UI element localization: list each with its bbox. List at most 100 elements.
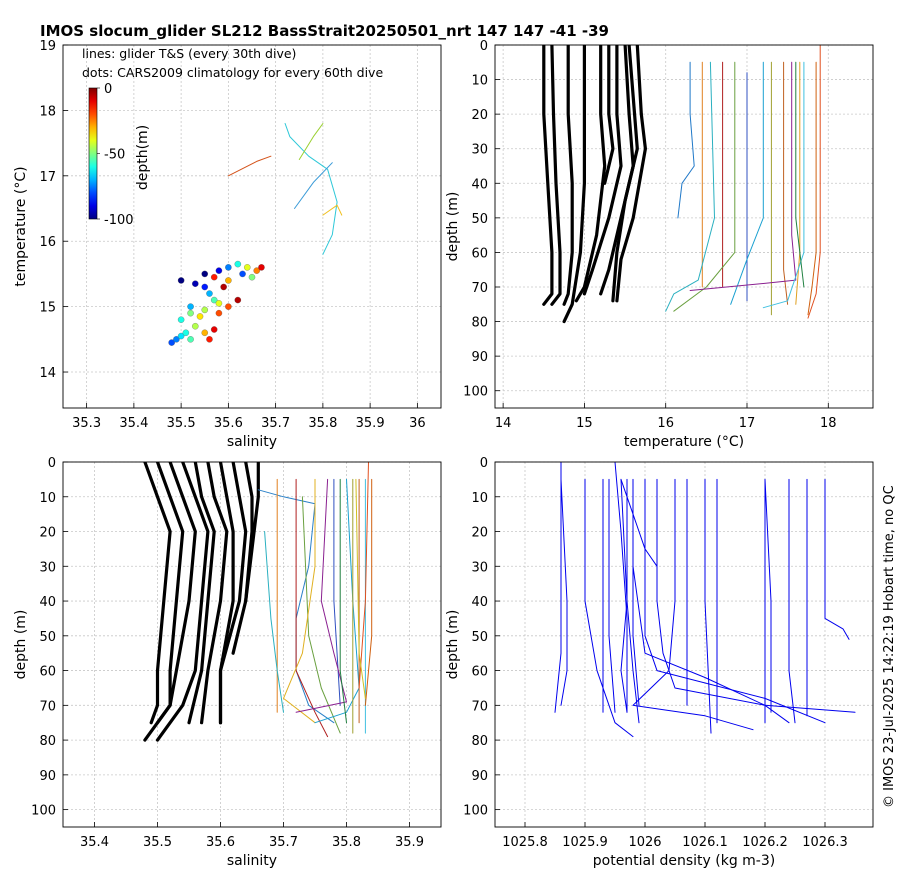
profile-line <box>143 462 197 742</box>
profile-line <box>603 45 615 185</box>
climatology-dot <box>187 336 194 343</box>
profile-line <box>689 61 797 291</box>
y-tick-label: 40 <box>39 595 56 610</box>
profile-line <box>143 462 172 725</box>
profile-line <box>550 45 562 306</box>
profile-line <box>795 61 805 288</box>
profile-line <box>227 155 272 177</box>
y-tick-label: 30 <box>471 143 488 158</box>
y-tick-label: 80 <box>39 734 56 749</box>
plot-area <box>554 462 856 738</box>
y-tick-label: 19 <box>39 39 56 54</box>
plot-area <box>143 462 373 742</box>
y-tick-label: 60 <box>471 665 488 680</box>
profile-line <box>562 45 587 324</box>
y-tick-label: 90 <box>471 350 488 365</box>
profile-line <box>632 496 640 706</box>
x-tick-label: 35.3 <box>72 416 101 431</box>
x-tick-label: 35.7 <box>261 416 290 431</box>
profile-line <box>807 61 817 316</box>
colorbar-label: depth(m) <box>135 125 151 190</box>
climatology-dot <box>182 329 190 337</box>
plot-area <box>168 123 343 346</box>
page-title: IMOS slocum_glider SL212 BassStrait20250… <box>40 22 609 40</box>
climatology-dot <box>225 264 232 271</box>
axes-frame <box>494 44 874 409</box>
profile-line <box>644 478 826 724</box>
y-tick-label: 70 <box>471 699 488 714</box>
climatology-dot <box>173 336 180 343</box>
y-tick-label: 50 <box>471 630 488 645</box>
y-tick-label: 100 <box>463 385 488 400</box>
profile-line <box>364 478 373 706</box>
profile-line <box>231 462 254 655</box>
x-tick-label: 1025.9 <box>562 835 608 850</box>
x-tick-label: 1026.1 <box>682 835 728 850</box>
y-tick-label: 10 <box>471 74 488 89</box>
profile-line <box>608 478 616 713</box>
y-tick-label: 40 <box>471 177 488 192</box>
profile-line <box>783 61 789 305</box>
profile-line <box>584 478 634 738</box>
profile-line <box>333 478 341 706</box>
x-tick-label: 35.5 <box>143 835 172 850</box>
chart-top-right: 14 15 16 17 18 0 10 20 30 40 50 60 70 80 90 100 temperat… <box>445 39 874 450</box>
axes-frame <box>494 461 874 828</box>
y-tick-label: 0 <box>480 39 488 54</box>
profile-line <box>764 478 772 713</box>
profile-line <box>632 478 754 731</box>
x-tick-label: 1025.8 <box>502 835 548 850</box>
y-tick-label: 10 <box>471 491 488 506</box>
profile-line <box>264 531 284 713</box>
profile-line <box>562 45 574 306</box>
profile-line <box>611 45 639 303</box>
climatology-dot <box>206 290 213 297</box>
climatology-dot <box>215 300 223 307</box>
y-tick-label: 100 <box>463 804 488 819</box>
profile-line <box>257 489 335 724</box>
chart-bottom-right: 1025.8 1025.9 1026 1026.1 1026.2 1026.3 0 10 20 3… <box>445 456 874 869</box>
y-tick-label: 50 <box>471 212 488 227</box>
x-tick-label: 35.5 <box>167 416 196 431</box>
y-axis-label: depth (m) <box>445 192 461 262</box>
climatology-dot <box>220 283 227 291</box>
y-tick-label: 90 <box>39 769 56 784</box>
colorbar-tick-label: 0 <box>104 82 112 97</box>
climatology-dot <box>201 270 208 278</box>
x-tick-label: 35.4 <box>80 835 109 850</box>
x-axis-label: temperature (°C) <box>624 434 744 450</box>
y-tick-label: 0 <box>480 456 488 471</box>
profile-line <box>704 478 712 734</box>
profile-line <box>294 162 333 209</box>
y-axis-label: depth (m) <box>445 610 461 680</box>
chart-bottom-left: 35.4 35.5 35.6 35.7 35.8 35.9 0 10 20 30 40 50 60 70 8… <box>13 456 442 869</box>
x-tick-label: 35.8 <box>308 416 337 431</box>
legend-note: dots: CARS2009 climatology for every 60t… <box>82 65 383 80</box>
profile-line <box>298 123 324 160</box>
climatology-dot <box>210 273 218 281</box>
climatology-dot <box>225 303 232 310</box>
climatology-dot <box>239 270 246 278</box>
x-tick-label: 17 <box>739 416 756 431</box>
y-tick-label: 20 <box>39 526 56 541</box>
climatology-dot <box>177 316 185 323</box>
x-tick-label: 16 <box>657 416 674 431</box>
y-tick-label: 50 <box>39 630 56 645</box>
profile-line <box>200 462 229 725</box>
climatology-dot <box>225 277 232 284</box>
climatology-dot <box>192 280 199 287</box>
x-tick-label: 1026.2 <box>742 835 788 850</box>
y-tick-label: 17 <box>39 170 56 185</box>
profile-line <box>554 462 562 713</box>
profile-line <box>620 478 640 724</box>
x-tick-label: 1026.3 <box>802 835 848 850</box>
colorbar-tick-label: -100 <box>104 213 134 228</box>
climatology-dot <box>201 306 208 314</box>
x-tick-label: 35.8 <box>332 835 361 850</box>
profile-line <box>301 496 341 734</box>
climatology-dot <box>215 267 223 274</box>
profile-line <box>560 478 568 706</box>
profile-line <box>807 45 821 319</box>
profile-line <box>155 462 185 725</box>
